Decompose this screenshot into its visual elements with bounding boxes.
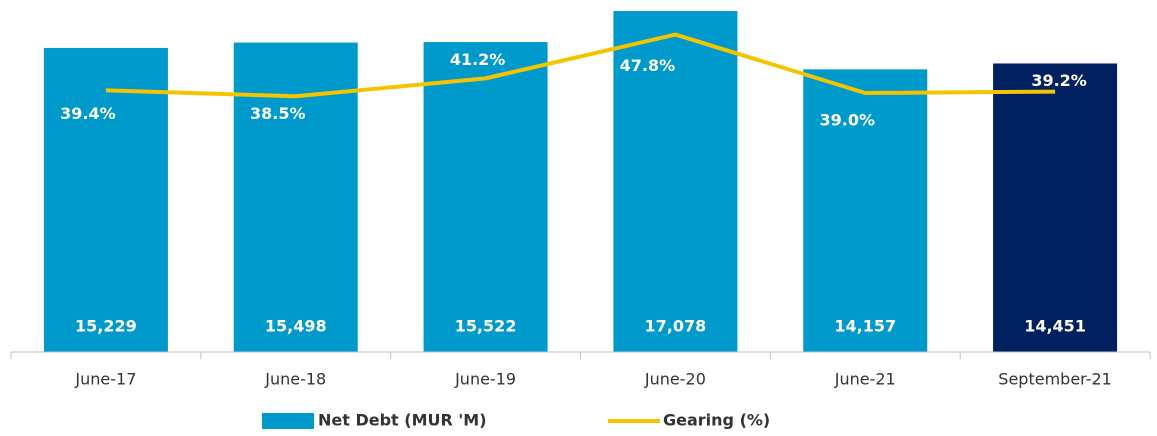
x-tick-label: June-18 (264, 370, 326, 389)
bar-value-label: 15,522 (455, 317, 517, 336)
x-tick-label: June-20 (644, 370, 706, 389)
bar-value-label: 17,078 (645, 317, 707, 336)
line-value-label: 39.0% (819, 110, 875, 129)
bar-value-label: 14,157 (834, 317, 896, 336)
bar-value-label: 15,229 (75, 317, 137, 336)
gearing-line (105, 32, 1056, 99)
line-value-label: 38.5% (250, 104, 306, 123)
bar (803, 69, 928, 353)
bar (613, 11, 738, 353)
line-value-label: 47.8% (620, 56, 676, 75)
x-tick-label: September-21 (998, 370, 1112, 389)
legend-swatch (262, 413, 314, 429)
line-value-label: 41.2% (450, 50, 506, 69)
bar (423, 42, 548, 352)
legend-label: Gearing (%) (663, 411, 770, 430)
bar (43, 47, 168, 352)
line-value-label: 39.4% (60, 104, 116, 123)
legend-label: Net Debt (MUR 'M) (318, 411, 487, 430)
line-value-label: 39.2% (1031, 71, 1087, 90)
bar-value-label: 14,451 (1024, 317, 1086, 336)
x-tick-label: June-21 (834, 370, 896, 389)
bar (993, 63, 1118, 353)
x-tick-label: June-19 (454, 370, 516, 389)
bar-value-label: 15,498 (265, 317, 327, 336)
x-tick-label: June-17 (74, 370, 136, 389)
bar (233, 42, 358, 352)
